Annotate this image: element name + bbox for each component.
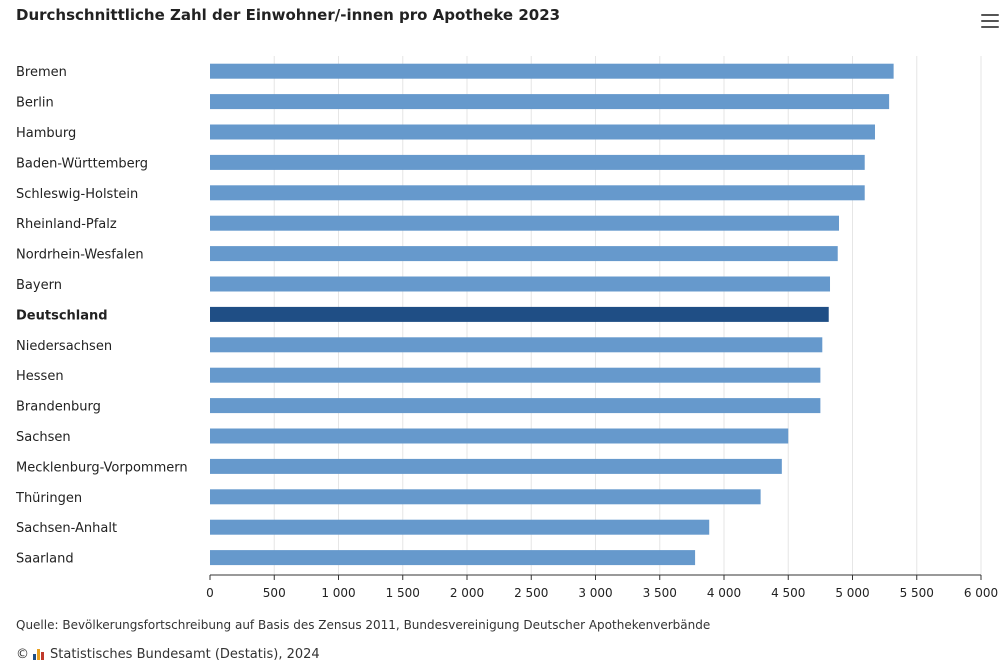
x-tick-label: 4 000 <box>707 586 741 600</box>
bar <box>210 550 696 566</box>
category-label: Hamburg <box>16 126 76 141</box>
category-label: Bremen <box>16 65 67 80</box>
copyright-text: Statistisches Bundesamt (Destatis), 2024 <box>50 647 320 662</box>
chart-title: Durchschnittliche Zahl der Einwohner/-in… <box>16 6 561 24</box>
bar <box>210 124 875 140</box>
bar <box>210 63 894 79</box>
category-label: Hessen <box>16 369 64 384</box>
bar <box>210 458 782 474</box>
bar-chart: Bremen Berlin Hamburg Baden-Württemberg Schl… <box>15 56 998 600</box>
bar <box>210 489 761 505</box>
bar <box>210 94 890 110</box>
menu-line <box>981 20 999 22</box>
source-note: Quelle: Bevölkerungsfortschreibung auf B… <box>16 618 711 632</box>
category-label: Niedersachsen <box>16 339 112 354</box>
category-label: Brandenburg <box>16 400 101 415</box>
bar <box>210 519 710 535</box>
copyright-symbol: © <box>16 647 29 662</box>
category-label: Schleswig-Holstein <box>16 187 138 202</box>
bar <box>210 306 829 322</box>
x-tick-label: 3 500 <box>643 586 677 600</box>
x-tick-label: 2 000 <box>450 586 484 600</box>
bar <box>210 246 838 262</box>
x-tick-label: 1 500 <box>386 586 420 600</box>
bar <box>210 276 831 292</box>
bar <box>210 154 865 170</box>
category-label: Sachsen-Anhalt <box>16 521 117 536</box>
category-label: Deutschland <box>16 308 108 323</box>
x-tick-label: 5 000 <box>835 586 869 600</box>
x-tick-label: 4 500 <box>771 586 805 600</box>
copyright-line: © Statistisches Bundesamt (Destatis), 20… <box>16 647 320 662</box>
x-tick-label: 2 500 <box>514 586 548 600</box>
menu-line <box>981 14 999 16</box>
bar <box>210 185 865 201</box>
x-tick-label: 500 <box>263 586 286 600</box>
bar <box>210 337 823 353</box>
category-label: Rheinland-Pfalz <box>16 217 117 232</box>
hamburger-menu-icon[interactable] <box>981 14 999 28</box>
x-tick-label: 1 000 <box>321 586 355 600</box>
x-tick-label: 0 <box>206 586 214 600</box>
category-label: Saarland <box>16 552 74 567</box>
category-label: Bayern <box>16 278 62 293</box>
category-label: Baden-Württemberg <box>16 156 148 171</box>
x-tick-label: 6 000 <box>964 586 998 600</box>
destatis-logo-icon <box>33 649 44 660</box>
x-tick-label: 3 000 <box>578 586 612 600</box>
category-label: Mecklenburg-Vorpommern <box>16 460 188 475</box>
bar <box>210 367 821 383</box>
bar <box>210 215 840 231</box>
x-tick-label: 5 500 <box>900 586 934 600</box>
category-label: Berlin <box>16 96 54 111</box>
menu-line <box>981 26 999 28</box>
bar <box>210 428 789 444</box>
category-label: Thüringen <box>15 491 82 506</box>
category-label: Nordrhein-Wesfalen <box>16 248 144 263</box>
category-label: Sachsen <box>16 430 71 445</box>
bar <box>210 398 821 414</box>
